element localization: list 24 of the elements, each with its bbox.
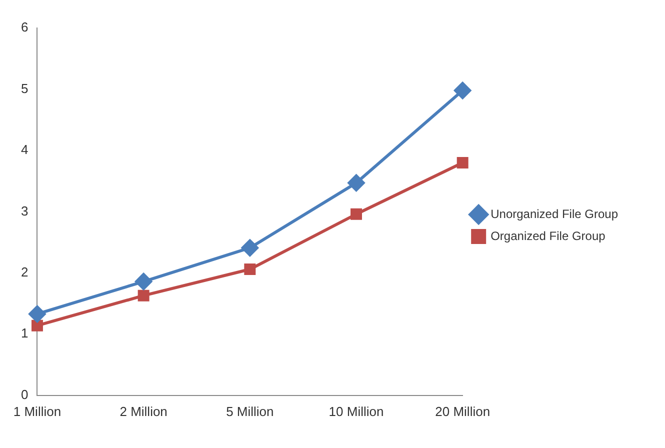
x-tick-label: 5 Million xyxy=(226,404,274,419)
x-tick-label: 2 Million xyxy=(120,404,168,419)
point xyxy=(456,156,468,168)
y-tick-label: 3 xyxy=(20,203,28,218)
x-tick-label: 20 Million xyxy=(435,404,490,419)
point xyxy=(28,305,46,322)
legend-label: Organized File Group xyxy=(490,228,606,243)
point xyxy=(348,174,365,192)
point xyxy=(241,239,258,256)
y-tick-label: 6 xyxy=(20,20,28,35)
x-tick-label: 1 Million xyxy=(13,404,62,419)
y-tick-label: 0 xyxy=(20,386,28,402)
y-tick-label: 4 xyxy=(20,142,28,158)
point xyxy=(138,290,150,302)
y-tick-label: 5 xyxy=(20,80,28,96)
y-tick-label: 1 xyxy=(20,326,28,341)
y-tick-label: 2 xyxy=(20,264,28,280)
point xyxy=(350,208,362,220)
point xyxy=(31,320,43,332)
legend-label: Unorganized File Group xyxy=(490,206,618,221)
point xyxy=(244,264,256,275)
point xyxy=(454,82,472,99)
point xyxy=(135,273,152,290)
x-tick-label: 10 Million xyxy=(328,404,384,419)
